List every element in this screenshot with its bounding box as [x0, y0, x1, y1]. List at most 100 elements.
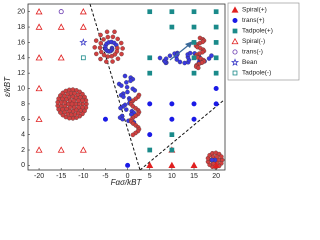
legend-label: trans(+) — [242, 17, 265, 24]
y-axis-label: ε/kBT — [3, 76, 12, 97]
bead — [101, 52, 107, 58]
x-tick-label: 5 — [148, 173, 152, 180]
bead — [167, 53, 173, 59]
bead — [121, 94, 126, 100]
boundary — [89, 3, 141, 171]
point — [147, 101, 153, 107]
point — [35, 146, 43, 153]
bead — [132, 88, 138, 93]
y-tick-label: 4 — [21, 131, 25, 138]
point — [191, 9, 197, 15]
legend-marker — [231, 37, 239, 45]
bead — [196, 65, 201, 71]
x-tick-label: 20 — [212, 173, 220, 180]
point — [213, 24, 219, 30]
legend-label: trans(-) — [242, 49, 263, 56]
point — [213, 9, 219, 15]
point — [169, 147, 175, 153]
y-tick-label: 16 — [17, 39, 25, 46]
point — [147, 70, 153, 76]
bead — [163, 56, 169, 61]
bead — [115, 36, 120, 42]
bead — [209, 157, 215, 163]
bead — [92, 45, 97, 50]
point — [213, 101, 219, 107]
bead — [119, 83, 124, 88]
x-tick-label: -15 — [56, 173, 66, 180]
point — [102, 116, 108, 122]
bead — [104, 59, 109, 64]
plot-frame — [27, 3, 226, 171]
bead — [104, 29, 110, 35]
bead — [83, 98, 89, 103]
y-tick-label: 12 — [17, 70, 25, 77]
point — [79, 8, 87, 15]
y-tick-label: 10 — [17, 85, 25, 92]
point — [212, 161, 220, 169]
bead — [177, 59, 183, 65]
point — [168, 161, 176, 169]
legend-label: Tadpole(-) — [242, 70, 271, 77]
bead — [119, 51, 124, 57]
point — [125, 162, 131, 168]
x-axis-label: Fασ/kBT — [111, 178, 143, 187]
point — [147, 132, 153, 138]
legend: Spiral(+) trans(+) Tadpole(+) Spiral(-) tran… — [230, 6, 273, 77]
bead — [98, 56, 103, 62]
bead — [157, 55, 163, 61]
point — [57, 54, 65, 61]
point — [169, 9, 175, 15]
arrow-head — [185, 41, 193, 48]
bead — [76, 98, 81, 103]
x-tick-label: 10 — [168, 173, 176, 180]
bead — [122, 73, 128, 79]
bead — [105, 54, 111, 59]
point — [35, 8, 43, 15]
point — [35, 84, 43, 92]
y-tick-label: 0 — [21, 162, 25, 169]
bead — [93, 38, 99, 43]
point — [147, 55, 153, 61]
y-tick-label: 18 — [17, 24, 25, 31]
bead — [206, 56, 212, 61]
point — [191, 70, 197, 76]
point — [191, 24, 197, 30]
x-tick-label: -10 — [78, 173, 88, 180]
point — [169, 116, 175, 122]
point — [213, 70, 219, 76]
x-tick-label: 0 — [126, 173, 130, 180]
legend-marker — [230, 58, 240, 66]
y-tick-label: 2 — [21, 147, 25, 154]
point — [190, 161, 198, 169]
bead — [110, 34, 116, 40]
legend-label: Tadpole(+) — [242, 28, 273, 35]
point — [35, 54, 43, 61]
y-tick-label: 8 — [21, 101, 25, 108]
bead — [79, 98, 85, 103]
bead — [124, 84, 130, 90]
bead — [94, 51, 99, 57]
point — [169, 101, 175, 107]
point — [57, 23, 65, 30]
x-tick-label: -5 — [102, 173, 108, 180]
legend-label: Spiral(+) — [242, 7, 267, 14]
point — [57, 146, 65, 153]
point — [79, 23, 87, 30]
bead — [105, 34, 111, 40]
bead — [99, 49, 104, 55]
page: {"chart_data": {"type": "scatter", "xlab… — [3, 2, 300, 188]
legend-marker — [232, 17, 238, 23]
legend-label: Bean — [242, 59, 258, 66]
point — [213, 55, 219, 61]
bead — [124, 80, 129, 85]
point — [169, 132, 175, 138]
bead — [124, 107, 129, 112]
bead — [109, 54, 114, 59]
point — [58, 9, 64, 15]
bead — [69, 101, 75, 107]
y-tick-label: 6 — [21, 116, 25, 123]
point — [35, 23, 43, 30]
point — [169, 24, 175, 30]
bead — [112, 29, 117, 35]
chart: -20 -15 -10 -5 0 5 10 15 20 0 2 4 6 8 10 12 14 16 18 20 Fασ… — [3, 2, 300, 187]
